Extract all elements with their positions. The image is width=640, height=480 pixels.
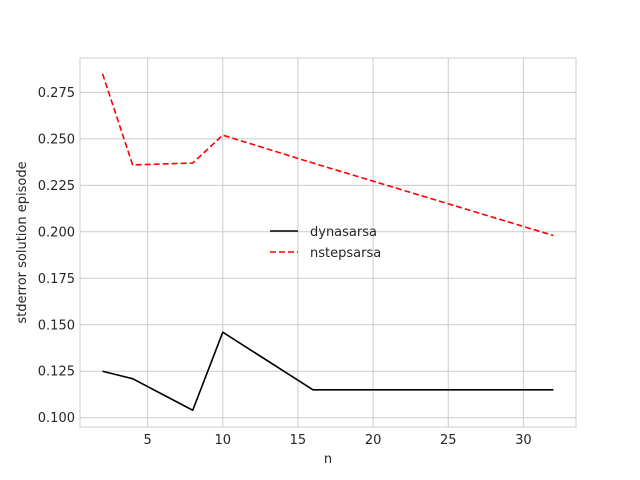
series-line-nstepsarsa <box>101 73 554 237</box>
y-tick-label: 0.275 <box>38 86 75 101</box>
x-tick-label: 20 <box>365 433 382 448</box>
plot-frame <box>79 57 577 428</box>
legend-label-dynasarsa: dynasarsa <box>310 225 377 240</box>
legend-label-nstepsarsa: nstepsarsa <box>310 246 381 261</box>
x-tick-label: 25 <box>440 433 457 448</box>
series-layer <box>101 73 554 412</box>
x-axis-label: n <box>324 452 332 467</box>
y-tick-label: 0.100 <box>38 411 75 426</box>
x-tick-labels: 5 10 15 20 25 30 <box>143 433 531 448</box>
series-line-dynasarsa <box>102 331 554 412</box>
y-tick-label: 0.150 <box>38 318 75 333</box>
x-tick-label: 30 <box>515 433 532 448</box>
x-tick-label: 5 <box>143 433 151 448</box>
y-tick-label: 0.250 <box>38 132 75 147</box>
x-tick-label: 10 <box>215 433 232 448</box>
y-gridlines <box>80 91 576 419</box>
legend: dynasarsa nstepsarsa <box>270 225 381 261</box>
y-tick-label: 0.125 <box>38 365 75 380</box>
y-tick-label: 0.175 <box>38 272 75 287</box>
x-tick-label: 15 <box>290 433 307 448</box>
x-gridlines <box>147 58 524 427</box>
y-tick-label: 0.225 <box>38 179 75 194</box>
y-tick-label: 0.200 <box>38 225 75 240</box>
y-tick-labels: 0.100 0.125 0.150 0.175 0.200 0.225 0.250 0.275 <box>38 86 75 426</box>
y-axis-label: stderror solution episode <box>15 161 30 323</box>
plot-background <box>80 58 576 427</box>
